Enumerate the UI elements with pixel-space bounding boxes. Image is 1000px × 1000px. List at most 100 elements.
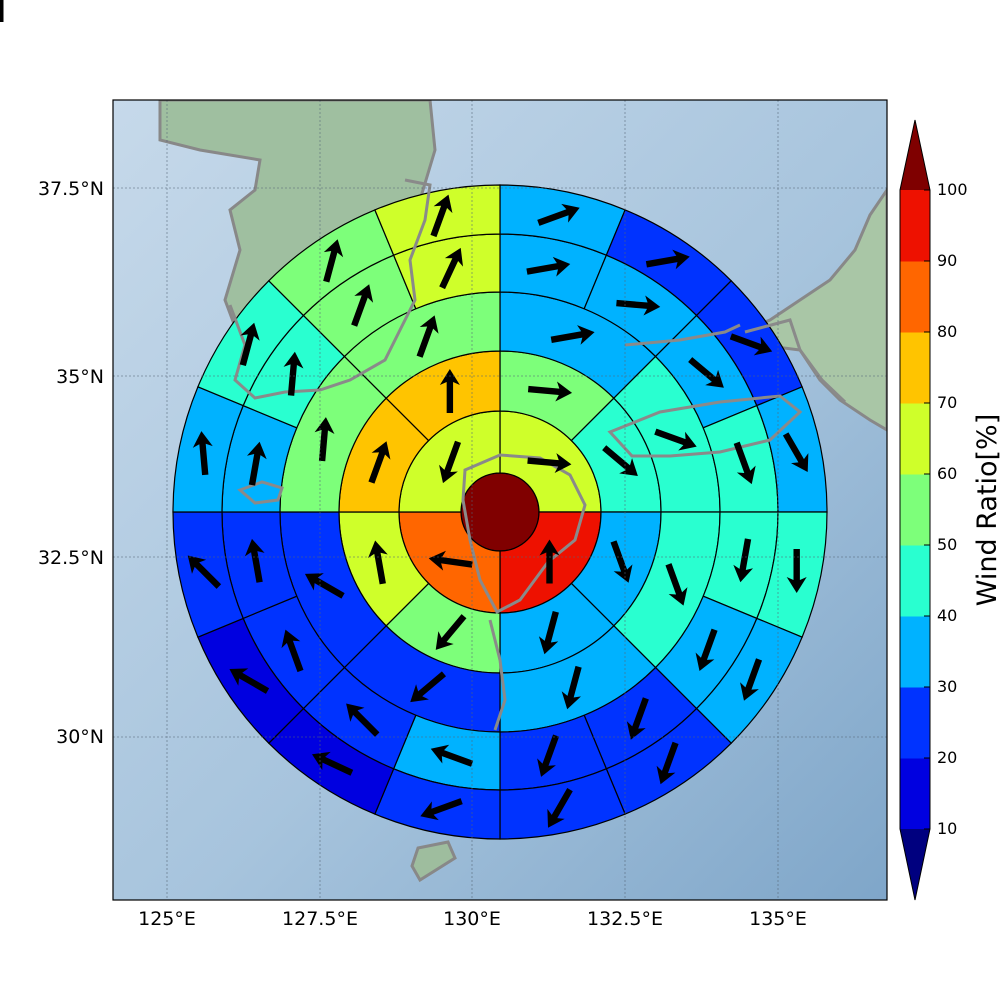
wind-arrow: [368, 540, 388, 585]
wind-arrow-shape: [782, 432, 809, 473]
wind-arrow: [665, 563, 688, 606]
wind-arrow-shape: [547, 788, 573, 828]
wind-arrow-shape: [283, 351, 304, 396]
wind-arrow: [645, 249, 690, 270]
wind-arrow: [695, 628, 718, 672]
wind-arrow-shape: [420, 798, 463, 821]
wind-arrow-shape: [527, 453, 572, 473]
wind-arrow-shape: [550, 325, 595, 345]
colorbar-segment: [900, 474, 930, 546]
wind-arrow: [688, 357, 724, 388]
wind-arrow-shape: [537, 203, 580, 226]
x-tick-label: 125°E: [138, 908, 196, 930]
wind-arrow-shape: [439, 440, 462, 484]
wind-arrow: [610, 540, 633, 583]
colorbar-tick-label: 40: [937, 606, 957, 625]
wind-arrow: [244, 538, 265, 583]
colorbar-ticks: 10 20 30 40 50 60 70 80 90 100: [937, 180, 968, 838]
southern-islands: [410, 840, 457, 883]
wind-arrow: [239, 322, 260, 367]
wind-arrow-shape: [346, 703, 380, 737]
wind-arrow-shape: [312, 751, 354, 776]
wind-arrow-shape: [786, 549, 807, 594]
wind-arrow-shape: [430, 744, 474, 767]
wind-arrow: [539, 539, 560, 584]
wind-arrow: [439, 247, 464, 290]
wind-arrow: [733, 441, 756, 485]
wind-arrow: [304, 573, 345, 599]
colorbar-tick-label: 10: [937, 819, 957, 838]
colorbar-segment: [900, 261, 930, 333]
wind-arrow: [526, 256, 571, 277]
wind-arrow-shape: [239, 322, 260, 367]
wind-arrow-shape: [656, 741, 679, 785]
wind-arrow-shape: [729, 333, 773, 356]
colorbar-extend-max: [900, 120, 930, 190]
colorbar-tick-label: 70: [937, 393, 957, 412]
wind-arrow-shape: [610, 540, 633, 583]
colorbar-extend-min: [900, 829, 930, 900]
wind-arrow-shape: [314, 417, 335, 462]
wind-arrow: [435, 614, 467, 650]
x-tick-label: 135°E: [749, 908, 807, 930]
wind-arrow: [323, 239, 344, 283]
wind-arrow-shape: [538, 610, 559, 655]
wind-arrow: [312, 751, 354, 776]
colorbar-tick-label: 60: [937, 464, 957, 483]
wind-arrow-shape: [192, 431, 213, 476]
colorbar-segment: [900, 190, 930, 262]
wind-arrow-shape: [645, 249, 690, 270]
gridlines: [113, 100, 887, 900]
colorbar-segment: [900, 616, 930, 688]
wind-arrow-shape: [733, 441, 756, 485]
coastline: [237, 480, 284, 505]
wind-arrow: [733, 538, 754, 583]
wind-arrow: [602, 445, 638, 477]
wind-arrow: [538, 610, 559, 655]
colorbar-tick-label: 30: [937, 677, 957, 696]
coastline: [488, 619, 507, 731]
wind-arrow: [616, 295, 661, 316]
wind-arrow: [246, 441, 267, 486]
wind-arrow: [654, 428, 697, 451]
x-tick-label: 127.5°E: [282, 908, 358, 930]
y-tick-label: 30°N: [56, 726, 104, 748]
x-tick-label: 132.5°E: [587, 908, 663, 930]
wind-arrow: [430, 744, 474, 767]
wind-arrow-shape: [626, 697, 649, 740]
colorbar-tick-label: 20: [937, 748, 957, 767]
wind-arrow: [346, 703, 380, 737]
coastline: [744, 318, 847, 404]
coastline: [624, 323, 741, 347]
wind-direction-arrows: [0, 0, 809, 828]
x-axis: 125°E 127.5°E 130°E 132.5°E 135°E: [138, 908, 807, 930]
colorbar: [899, 119, 931, 901]
wind-arrow: [527, 381, 573, 402]
wind-arrow: [281, 629, 304, 673]
wind-arrow-shape: [527, 381, 573, 402]
y-tick-label: 37.5°N: [38, 178, 104, 200]
wind-arrow-shape: [187, 555, 222, 589]
colorbar-tick-label: 80: [937, 322, 957, 341]
wind-arrow-shape: [416, 315, 439, 358]
wind-arrow: [351, 284, 374, 327]
wind-arrow-shape: [526, 256, 571, 277]
wind-arrow: [192, 431, 213, 476]
wind-arrow-shape: [246, 441, 267, 486]
wind-arrow: [368, 441, 391, 484]
wind-arrow-shape: [435, 614, 467, 650]
wind-arrow-shape: [561, 665, 582, 710]
wind-arrow-shape: [368, 540, 388, 585]
wind-arrow-shape: [616, 295, 661, 316]
wind-arrow-shape: [368, 441, 391, 484]
wind-arrow: [537, 734, 560, 777]
wind-arrow: [561, 665, 582, 710]
wind-arrow: [656, 741, 679, 785]
wind-arrow-shape: [244, 538, 265, 583]
wind-ratio-wedges: [172, 184, 828, 840]
colorbar-segment: [900, 332, 930, 404]
wind-arrow: [410, 671, 447, 703]
wind-arrow-shape: [695, 628, 718, 672]
x-tick-label: 130°E: [443, 908, 501, 930]
